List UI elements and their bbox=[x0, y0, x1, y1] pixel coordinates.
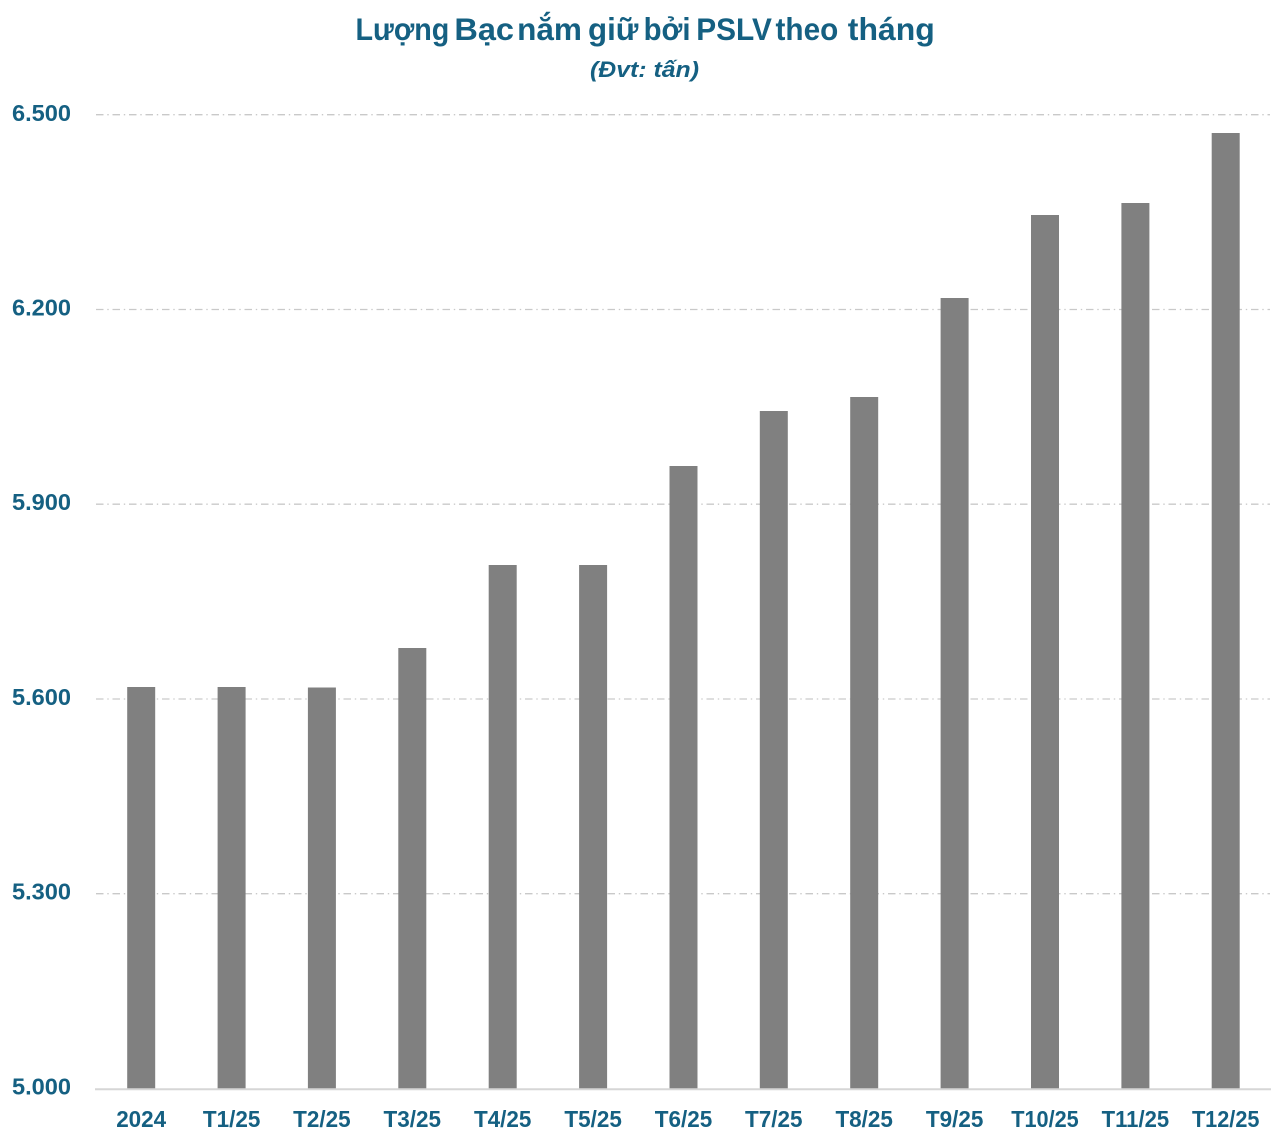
svg-text:Lượng: Lượng bbox=[356, 11, 450, 47]
svg-text:nắm: nắm bbox=[517, 11, 582, 47]
svg-text:T1/25: T1/25 bbox=[203, 1106, 261, 1132]
svg-text:T8/25: T8/25 bbox=[835, 1106, 893, 1132]
svg-text:T12/25: T12/25 bbox=[1192, 1106, 1260, 1132]
svg-text:PSLV: PSLV bbox=[696, 11, 772, 47]
svg-text:5.300: 5.300 bbox=[12, 879, 71, 905]
svg-text:6.200: 6.200 bbox=[12, 295, 71, 321]
svg-text:T10/25: T10/25 bbox=[1011, 1106, 1079, 1132]
svg-text:T9/25: T9/25 bbox=[926, 1106, 984, 1132]
svg-text:5.000: 5.000 bbox=[12, 1074, 71, 1100]
svg-text:T7/25: T7/25 bbox=[745, 1106, 803, 1132]
svg-text:T11/25: T11/25 bbox=[1102, 1106, 1170, 1132]
svg-text:T4/25: T4/25 bbox=[474, 1106, 532, 1132]
svg-text:5.600: 5.600 bbox=[12, 684, 71, 710]
svg-text:2024: 2024 bbox=[116, 1106, 166, 1132]
svg-text:6.500: 6.500 bbox=[12, 100, 71, 126]
svg-text:T5/25: T5/25 bbox=[564, 1106, 622, 1132]
svg-text:tháng: tháng bbox=[848, 11, 935, 47]
svg-text:T2/25: T2/25 bbox=[293, 1106, 351, 1132]
svg-text:theo: theo bbox=[776, 11, 839, 47]
svg-text:(Đvt: tấn): (Đvt: tấn) bbox=[590, 57, 699, 82]
svg-text:5.900: 5.900 bbox=[12, 489, 71, 515]
svg-text:Bạc: Bạc bbox=[454, 11, 514, 47]
svg-text:T3/25: T3/25 bbox=[384, 1106, 442, 1132]
svg-text:giữ: giữ bbox=[588, 11, 639, 47]
svg-text:bởi: bởi bbox=[644, 11, 691, 47]
svg-text:T6/25: T6/25 bbox=[655, 1106, 713, 1132]
